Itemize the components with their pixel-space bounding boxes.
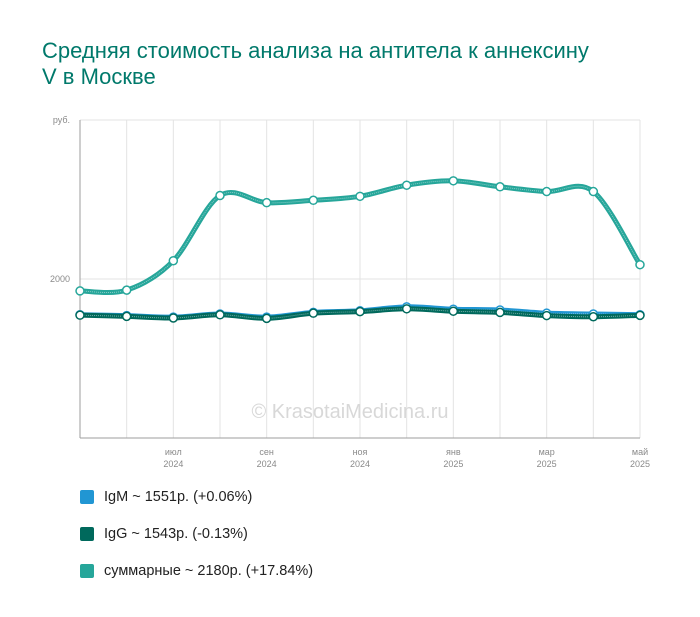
data-point-igg: [635, 310, 645, 321]
data-point-igg: [401, 304, 412, 314]
x-tick-label-year: 2025: [537, 459, 557, 469]
legend-swatch-total: [80, 563, 94, 578]
data-point-total: [355, 191, 365, 202]
grid: [79, 119, 641, 438]
legend-swatch-igg: [80, 526, 94, 541]
data-point-igg: [495, 307, 505, 318]
data-point-igg: [355, 306, 365, 317]
legend-label-igg: IgG ~ 1543р. (-0.13%): [104, 525, 248, 542]
data-point-igg: [541, 310, 552, 321]
x-tick-label-year: 2024: [163, 459, 183, 469]
legend-label-igm: IgM ~ 1551р. (+0.06%): [104, 488, 253, 505]
chart-title: Средняя стоимость анализа на антитела к …: [42, 38, 589, 89]
series-layer: [75, 176, 645, 324]
data-point-igg: [215, 310, 225, 320]
y-unit-label: руб.: [53, 115, 70, 125]
data-point-total: [121, 285, 132, 295]
series-igg: [75, 304, 645, 324]
data-point-total: [448, 176, 459, 186]
data-point-total: [541, 186, 552, 197]
data-point-total: [588, 186, 599, 197]
legend-item-igm[interactable]: IgM ~ 1551р. (+0.06%): [80, 488, 313, 505]
data-point-total: [308, 195, 319, 206]
data-point-total: [401, 180, 412, 190]
x-tick-label-year: 2024: [257, 459, 277, 469]
legend-item-total[interactable]: суммарные ~ 2180р. (+17.84%): [80, 562, 313, 579]
data-point-total: [75, 286, 85, 296]
data-point-igg: [308, 308, 319, 318]
legend-item-igg[interactable]: IgG ~ 1543р. (-0.13%): [80, 525, 313, 542]
x-tick-label-year: 2025: [630, 459, 650, 469]
data-point-igg: [261, 313, 272, 324]
y-tick-label: 2000: [50, 274, 70, 284]
legend-swatch-igm: [80, 489, 94, 504]
series-total: [75, 176, 645, 296]
legend: IgM ~ 1551р. (+0.06%) IgG ~ 1543р. (-0.1…: [80, 488, 313, 599]
x-tick-label-year: 2024: [350, 459, 370, 469]
data-point-igg: [75, 310, 85, 320]
watermark: © KrasotaiMedicina.ru: [251, 401, 448, 423]
x-tick-label-year: 2025: [443, 459, 463, 469]
x-tick-label-month: мар: [539, 447, 555, 457]
data-point-total: [635, 259, 645, 270]
data-point-total: [168, 255, 179, 266]
axes: 2000 руб. июл 2024 сен 2024 ноя 2024 янв 2025 мар 2…: [50, 115, 650, 469]
legend-label-total: суммарные ~ 2180р. (+17.84%): [104, 562, 314, 579]
x-tick-label-month: май: [632, 447, 648, 457]
data-point-total: [215, 190, 225, 201]
x-tick-label-month: янв: [446, 447, 461, 457]
x-tick-label-month: ноя: [353, 447, 368, 457]
data-point-igg: [121, 311, 132, 322]
data-point-igg: [168, 313, 179, 323]
x-tick-label-month: сен: [259, 447, 274, 457]
data-point-igg: [448, 306, 459, 316]
data-point-total: [261, 197, 272, 208]
data-point-total: [495, 182, 505, 192]
x-tick-label-month: июл: [165, 447, 182, 457]
data-point-igg: [588, 312, 599, 322]
